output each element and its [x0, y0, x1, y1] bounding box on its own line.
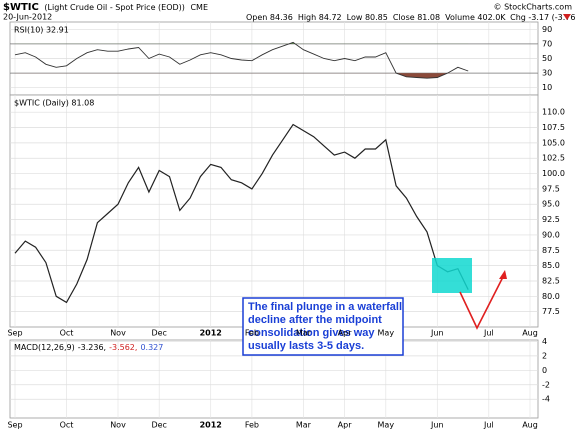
label-part: -3.562, — [109, 343, 137, 352]
stat: Open 84.36 — [246, 13, 293, 22]
label-part: 0.327 — [140, 343, 163, 352]
stat: Volume 402.0K — [445, 13, 506, 22]
header: $WTIC (Light Crude Oil - Spot Price (EOD… — [3, 2, 208, 13]
x-tick-label: Oct — [60, 329, 74, 338]
date: 20-Jun-2012 — [3, 13, 52, 22]
x-tick-label: May — [378, 421, 395, 430]
x-tick-label: Apr — [338, 421, 353, 430]
source: © StockCharts.com — [494, 3, 573, 12]
annotation-box — [242, 297, 404, 356]
y-tick-label: 87.5 — [542, 246, 560, 255]
arrow — [459, 272, 506, 330]
y-tick-label: 10 — [542, 83, 552, 92]
x-tick-label: Mar — [296, 421, 312, 430]
y-tick-label: 102.5 — [542, 154, 565, 163]
rsi-line — [14, 41, 469, 79]
x-tick-label: Jun — [430, 329, 444, 338]
x-tick-label: Nov — [110, 329, 126, 338]
down-arrow — [563, 14, 571, 20]
x-tick-label: Aug — [522, 329, 538, 338]
y-tick-label: 2 — [542, 351, 547, 360]
x-tick-label: 2012 — [200, 421, 222, 430]
label-part: -3.236, — [78, 343, 106, 352]
y-tick-label: 82.5 — [542, 276, 560, 285]
price-line — [14, 123, 469, 304]
x-tick-label: Apr — [338, 329, 353, 338]
highlight-box — [432, 258, 472, 293]
y-tick-label: 95.0 — [542, 200, 560, 209]
x-tick-label: Nov — [110, 421, 126, 430]
panel-label: RSI(10) 32.91 — [14, 26, 69, 35]
y-tick-label: 100.0 — [542, 169, 565, 178]
x-tick-label: Mar — [296, 329, 312, 338]
y-tick-label: 92.5 — [542, 215, 560, 224]
arrow-head — [499, 270, 507, 279]
x-tick-label: Jun — [430, 421, 444, 430]
y-tick-label: 0 — [542, 366, 547, 375]
annotation: usually lasts 3-5 days. — [248, 340, 364, 352]
x-tick-label: 2012 — [200, 329, 222, 338]
panel-label: $WTIC (Daily) 81.08 — [14, 99, 94, 108]
x-tick-label: Dec — [151, 421, 166, 430]
x-tick-label: Aug — [522, 421, 538, 430]
stats: Open 84.36 High 84.72 Low 80.85 Close 81.08… — [246, 13, 575, 22]
x-tick-label: May — [378, 329, 395, 338]
y-tick-label: 4 — [542, 337, 547, 346]
stat: Close 81.08 — [393, 13, 440, 22]
panel-label: MACD(12,26,9) -3.236, -3.562, 0.327 — [14, 343, 163, 352]
stat: Low 80.85 — [347, 13, 388, 22]
y-tick-label: 80.0 — [542, 292, 560, 301]
x-tick-label: Sep — [7, 329, 22, 338]
y-tick-label: 50 — [542, 54, 552, 63]
y-tick-label: -2 — [542, 380, 550, 389]
stat: Chg -3.17 (-3.76%) — [510, 13, 575, 22]
annotation: consolidation gives way — [248, 327, 375, 339]
x-tick-label: Sep — [7, 421, 22, 430]
y-tick-label: 30 — [542, 69, 552, 78]
x-tick-label: Feb — [245, 329, 259, 338]
symbol: $WTIC — [3, 2, 39, 13]
annotation: The final plunge in a waterfall — [248, 301, 402, 313]
x-tick-label: Feb — [245, 421, 259, 430]
y-tick-label: 85.0 — [542, 261, 560, 270]
x-tick-label: Dec — [151, 329, 166, 338]
title: (Light Crude Oil - Spot Price (EOD)) — [44, 3, 185, 12]
y-tick-label: 105.0 — [542, 138, 565, 147]
y-tick-label: 107.5 — [542, 123, 565, 132]
y-tick-label: -4 — [542, 395, 550, 404]
annotation: decline after the midpoint — [248, 314, 382, 326]
x-tick-label: Jul — [483, 421, 494, 430]
y-tick-label: 110.0 — [542, 108, 565, 117]
exchange: CME — [190, 3, 208, 12]
x-tick-label: Oct — [60, 421, 74, 430]
y-tick-label: 77.5 — [542, 307, 560, 316]
y-tick-label: 70 — [542, 39, 552, 48]
label-part: MACD(12,26,9) — [14, 343, 75, 352]
y-tick-label: 90.0 — [542, 230, 560, 239]
stat: High 84.72 — [298, 13, 342, 22]
x-tick-label: Jul — [483, 329, 494, 338]
y-tick-label: 90 — [542, 25, 552, 34]
y-tick-label: 97.5 — [542, 184, 560, 193]
